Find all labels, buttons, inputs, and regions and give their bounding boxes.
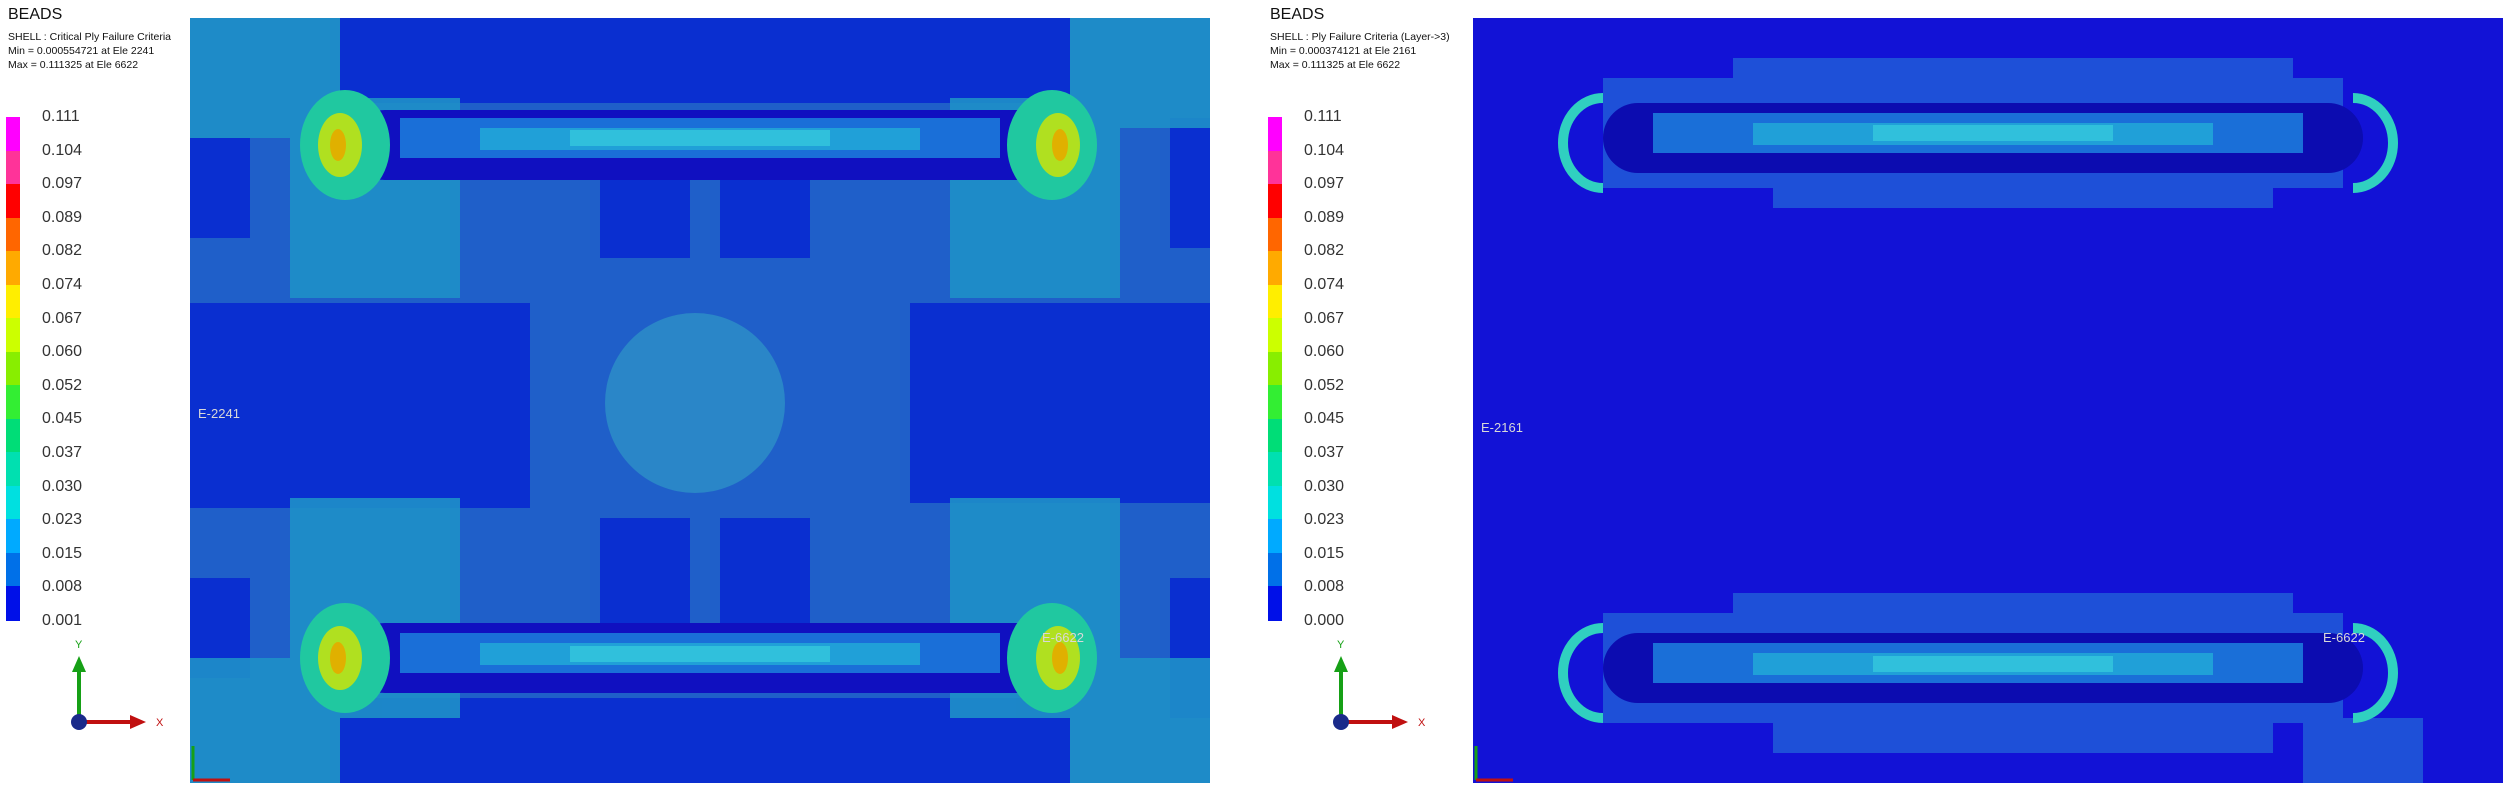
legend-label: 0.067: [1304, 309, 1345, 327]
legend-swatch: [1268, 352, 1282, 385]
bead-top: [350, 110, 1050, 180]
contour-image-left: [190, 18, 1210, 783]
legend-swatch: [6, 318, 20, 352]
bead-bottom: [350, 623, 1050, 693]
max-element-label: E-6622: [2323, 630, 2365, 645]
bead-bottom: [1558, 623, 2398, 723]
legend-swatch: [6, 151, 20, 184]
min-value-text: Min = 0.000554721 at Ele 2241: [8, 45, 155, 57]
legend-colorbar: [6, 117, 20, 621]
model-title: BEADS: [8, 6, 63, 23]
contour-image-right: [1473, 18, 2503, 783]
result-type: SHELL : Ply Failure Criteria (Layer->3): [1270, 31, 1450, 43]
right-panel: BEADS SHELL : Ply Failure Criteria (Laye…: [1262, 0, 2505, 799]
legend-label: 0.089: [1304, 208, 1345, 226]
legend-swatch: [1268, 218, 1282, 251]
legend-swatch: [1268, 419, 1282, 452]
legend-swatch: [1268, 117, 1282, 151]
legend-label: 0.037: [1304, 444, 1345, 461]
legend-swatch: [6, 486, 20, 519]
legend-swatch: [1268, 385, 1282, 419]
min-element-label: E-2161: [1481, 420, 1523, 435]
legend-label: 0.111: [1304, 108, 1342, 125]
legend-label: 0.008: [42, 578, 83, 596]
legend-label: 0.097: [1304, 175, 1345, 193]
x-axis-label: X: [1418, 717, 1426, 729]
legend-swatch: [1268, 184, 1282, 218]
legend-swatch: [6, 117, 20, 151]
y-axis-label: Y: [75, 640, 83, 651]
x-axis-label: X: [156, 717, 164, 729]
legend-swatch: [6, 184, 20, 218]
legend-label: 0.045: [1304, 410, 1345, 428]
legend-label: 0.089: [42, 208, 83, 226]
legend-swatch: [6, 586, 20, 621]
legend-label: 0.111: [42, 108, 80, 125]
legend-swatch: [1268, 553, 1282, 586]
legend-label: 0.082: [42, 242, 83, 260]
legend-swatch: [6, 553, 20, 586]
legend-label: 0.015: [42, 544, 83, 562]
legend-label: 0.104: [1304, 141, 1345, 159]
legend-label: 0.074: [1304, 276, 1345, 293]
legend-label: 0.082: [1304, 242, 1345, 260]
legend-label: 0.023: [1304, 511, 1345, 529]
coordinate-triad: Y X: [71, 640, 164, 730]
legend-label: 0.060: [42, 343, 83, 361]
color-legend: 0.111 0.104 0.097 0.089 0.082 0.074 0.06…: [1268, 108, 1358, 629]
legend-label: 0.052: [1304, 376, 1345, 394]
color-legend: 0.111 0.104 0.097 0.089 0.082 0.074 0.06…: [6, 108, 96, 629]
legend-label: 0.008: [1304, 578, 1345, 596]
legend-swatch: [6, 385, 20, 419]
min-value-text: Min = 0.000374121 at Ele 2161: [1270, 45, 1417, 57]
legend-label: 0.060: [1304, 343, 1345, 361]
legend-swatch: [1268, 151, 1282, 184]
legend-swatch: [1268, 251, 1282, 285]
min-element-label: E-2241: [198, 406, 240, 421]
legend-swatch: [6, 218, 20, 251]
legend-swatch: [1268, 586, 1282, 621]
legend-swatch: [6, 285, 20, 318]
legend-label: 0.030: [1304, 477, 1345, 495]
y-axis-label: Y: [1337, 640, 1345, 651]
legend-label: 0.052: [42, 376, 83, 394]
result-type: SHELL : Critical Ply Failure Criteria: [8, 31, 171, 43]
max-element-label: E-6622: [1042, 630, 1084, 645]
legend-label: 0.074: [42, 276, 83, 293]
legend-label: 0.045: [42, 410, 83, 428]
legend-label: 0.000: [1304, 612, 1345, 629]
legend-swatch: [6, 352, 20, 385]
legend-swatch: [1268, 486, 1282, 519]
legend-swatch: [6, 251, 20, 285]
left-panel: BEADS SHELL : Critical Ply Failure Crite…: [0, 0, 1252, 799]
legend-swatch: [1268, 519, 1282, 553]
model-title: BEADS: [1270, 6, 1325, 23]
bead-top: [1558, 93, 2398, 193]
legend-label: 0.104: [42, 141, 83, 159]
legend-label: 0.023: [42, 511, 83, 529]
legend-colorbar: [1268, 117, 1282, 621]
legend-swatch: [1268, 285, 1282, 318]
legend-swatch: [6, 519, 20, 553]
legend-label: 0.097: [42, 175, 83, 193]
legend-label: 0.067: [42, 309, 83, 327]
legend-swatch: [1268, 452, 1282, 486]
legend-label: 0.015: [1304, 544, 1345, 562]
legend-label: 0.037: [42, 444, 83, 461]
contour-plot-right[interactable]: E-2161 E-6622: [1473, 18, 2503, 783]
legend-swatch: [6, 419, 20, 452]
coordinate-triad: Y X: [1333, 640, 1426, 730]
contour-plot-left[interactable]: E-2241 E-6622: [190, 18, 1210, 783]
legend-swatch: [6, 452, 20, 486]
legend-label: 0.001: [42, 612, 83, 629]
max-value-text: Max = 0.111325 at Ele 6622: [8, 59, 139, 71]
legend-swatch: [1268, 318, 1282, 352]
max-value-text: Max = 0.111325 at Ele 6622: [1270, 59, 1401, 71]
legend-label: 0.030: [42, 477, 83, 495]
